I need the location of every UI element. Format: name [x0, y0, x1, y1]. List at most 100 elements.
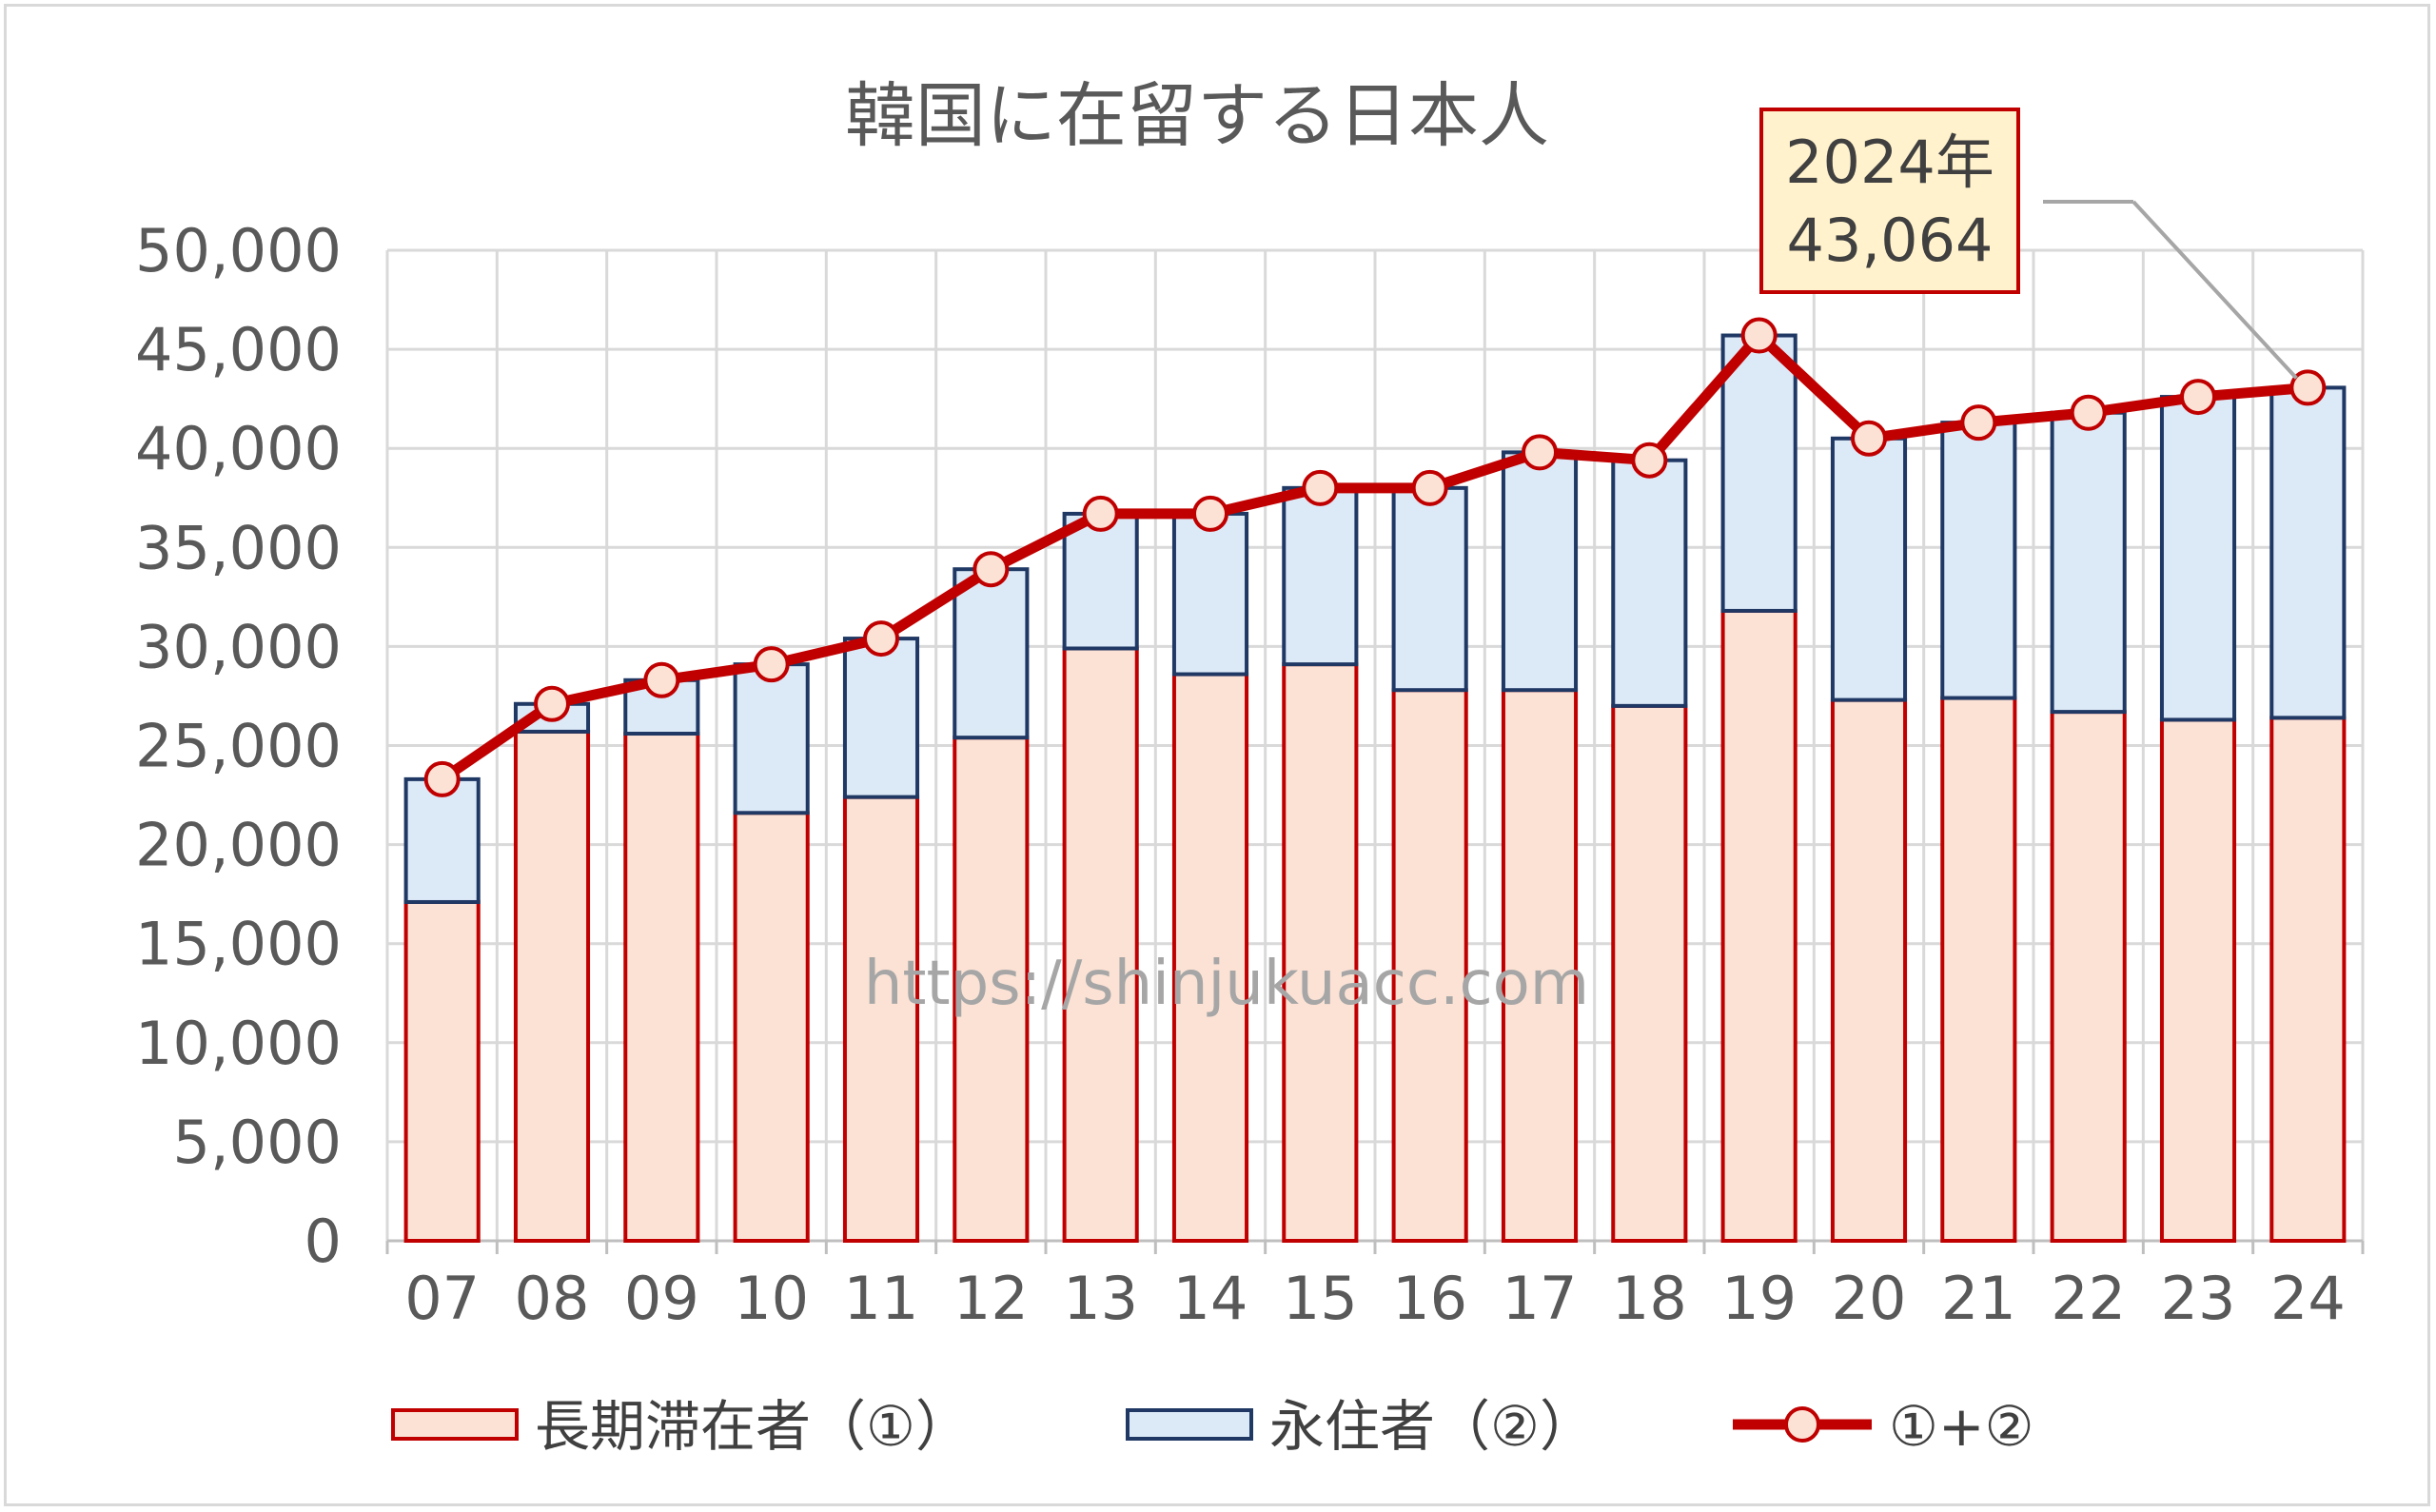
- bar-long-term: [1062, 646, 1139, 1243]
- legend-item-permanent: 永住者（②）: [1126, 1394, 1595, 1459]
- y-tick-label: 10,000: [135, 1009, 342, 1078]
- x-tick-label: 18: [1612, 1264, 1687, 1333]
- total-marker: [863, 620, 899, 658]
- bar-long-term: [1830, 697, 1908, 1243]
- total-marker: [1960, 404, 1997, 442]
- bar-long-term: [1171, 672, 1249, 1243]
- total-marker: [1192, 495, 1228, 532]
- y-tick-label: 15,000: [135, 910, 342, 979]
- y-tick-label: 35,000: [135, 513, 342, 582]
- chart: 韓国に在留する日本人 0 5,000 10,000 15,000 20,000 25,00…: [135, 75, 2365, 1459]
- bar-permanent: [1501, 450, 1579, 693]
- legend-label-permanent: 永住者（②）: [1269, 1394, 1595, 1459]
- bar-long-term: [1940, 696, 2017, 1243]
- y-tick-label: 50,000: [135, 216, 342, 285]
- total-marker: [643, 661, 680, 698]
- total-marker: [1411, 469, 1448, 506]
- total-marker: [1082, 495, 1119, 532]
- legend-marker-total: [1784, 1406, 1820, 1443]
- bar-long-term: [733, 811, 810, 1244]
- y-tick-label: 30,000: [135, 612, 342, 681]
- bar-long-term: [623, 732, 700, 1243]
- x-tick-label: 19: [1721, 1264, 1797, 1333]
- bar-long-term: [513, 729, 591, 1243]
- legend-item-total: ①+②: [1733, 1394, 2034, 1459]
- x-tick-label: 11: [844, 1264, 919, 1333]
- bar-permanent: [1830, 436, 1908, 702]
- total-marker: [2180, 379, 2216, 416]
- total-line-path: [439, 330, 2308, 784]
- callout-year: 2024年: [1785, 128, 1994, 197]
- bar-permanent: [842, 637, 920, 799]
- bar-permanent: [403, 776, 481, 904]
- bar-permanent: [1171, 511, 1249, 677]
- permanent-resident-bars: [403, 333, 2347, 904]
- bar-permanent: [2159, 395, 2237, 722]
- x-tick-label: 24: [2270, 1264, 2346, 1333]
- total-marker: [1631, 442, 1668, 479]
- x-tick-label: 09: [624, 1264, 699, 1333]
- bar-long-term: [2159, 717, 2237, 1243]
- annotation-callout: 2024年 43,064: [1759, 108, 2298, 380]
- bar-permanent: [733, 662, 810, 815]
- bar-permanent: [1940, 421, 2017, 700]
- total-marker: [1302, 469, 1339, 506]
- y-tick-label: 20,000: [135, 811, 342, 880]
- bar-long-term: [2050, 710, 2127, 1243]
- x-tick-label: 13: [1063, 1264, 1138, 1333]
- legend-swatch-permanent: [1126, 1408, 1253, 1441]
- total-marker: [1851, 420, 1887, 457]
- bar-permanent: [953, 567, 1030, 740]
- gridlines: [387, 248, 2365, 1241]
- y-tick-label: 40,000: [135, 414, 342, 483]
- total-marker: [1740, 317, 1778, 354]
- legend-label-long-term: 長期滞在者（①）: [535, 1394, 971, 1459]
- bar-permanent: [1062, 511, 1139, 651]
- bar-permanent: [1720, 333, 1798, 613]
- x-tick-label: 15: [1283, 1264, 1358, 1333]
- legend-label-total: ①+②: [1889, 1394, 2034, 1459]
- callout-value: 43,064: [1787, 206, 1994, 275]
- legend: 長期滞在者（①） 永住者（②） ①+②: [391, 1394, 2034, 1459]
- watermark: https://shinjukuacc.com: [864, 949, 1589, 1019]
- bar-long-term: [1720, 608, 1798, 1243]
- x-tick-label: 17: [1503, 1264, 1578, 1333]
- bar-long-term: [2269, 716, 2347, 1243]
- chart-title: 韓国に在留する日本人: [845, 75, 1549, 157]
- x-tick-label: 08: [515, 1264, 590, 1333]
- total-marker: [972, 551, 1010, 588]
- x-tick-label: 20: [1832, 1264, 1907, 1333]
- total-marker: [534, 685, 570, 722]
- bar-permanent: [1611, 458, 1688, 708]
- legend-swatch-long-term: [391, 1408, 519, 1441]
- x-tick-label: 07: [404, 1264, 480, 1333]
- total-marker: [2289, 369, 2327, 406]
- total-marker: [2070, 394, 2107, 431]
- x-axis: 07 08 09 10 11 12 13 14 15 16 17 18 19 20 21 22 23 24: [385, 1239, 2365, 1333]
- total-marker: [753, 646, 790, 683]
- bar-permanent: [2050, 410, 2127, 715]
- x-tick-label: 23: [2161, 1264, 2236, 1333]
- x-tick-label: 10: [734, 1264, 809, 1333]
- total-marker: [1522, 434, 1558, 471]
- x-tick-label: 14: [1173, 1264, 1248, 1333]
- x-tick-label: 22: [2051, 1264, 2126, 1333]
- bar-permanent: [1391, 485, 1468, 693]
- x-tick-label: 16: [1392, 1264, 1467, 1333]
- x-tick-label: 12: [953, 1264, 1029, 1333]
- x-tick-label: 21: [1941, 1264, 2016, 1333]
- callout-box: [1759, 108, 2020, 294]
- bar-long-term: [403, 899, 481, 1244]
- bar-long-term: [1611, 703, 1688, 1243]
- total-line: [423, 317, 2327, 797]
- chart-frame: 韓国に在留する日本人 0 5,000 10,000 15,000 20,000 25,00…: [4, 4, 2430, 1506]
- total-marker: [423, 760, 461, 797]
- y-tick-label: 25,000: [135, 712, 342, 781]
- callout-leader-diagonal: [2132, 200, 2298, 380]
- legend-item-long-term: 長期滞在者（①）: [391, 1394, 971, 1459]
- bar-permanent: [2269, 385, 2347, 720]
- y-tick-label: 45,000: [135, 315, 342, 384]
- y-axis: 0 5,000 10,000 15,000 20,000 25,000 30,000 35,0…: [135, 216, 389, 1276]
- bar-permanent: [1282, 485, 1359, 667]
- y-tick-label: 0: [304, 1207, 342, 1276]
